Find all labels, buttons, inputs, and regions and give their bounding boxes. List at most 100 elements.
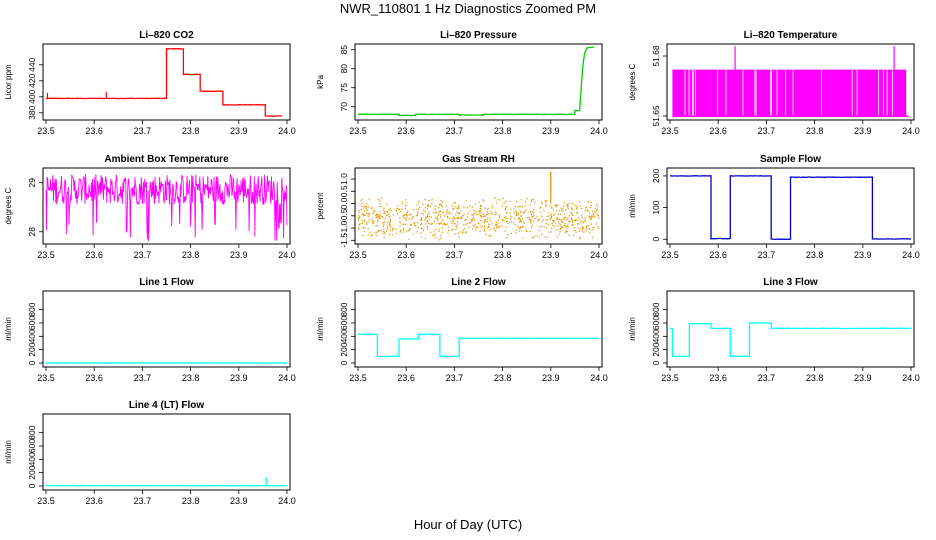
x-tick-label: 23.6 xyxy=(397,250,415,260)
scatter-point xyxy=(509,212,511,214)
scatter-point xyxy=(368,219,371,221)
scatter-point xyxy=(547,224,549,226)
x-tick-label: 23.9 xyxy=(542,126,560,136)
scatter-point xyxy=(365,205,367,208)
scatter-point xyxy=(380,230,382,232)
scatter-point xyxy=(520,199,523,201)
scatter-point xyxy=(360,208,362,211)
scatter-point xyxy=(468,226,470,228)
scatter-point xyxy=(410,218,413,220)
scatter-point xyxy=(435,211,437,213)
scatter-point xyxy=(472,213,475,215)
scatter-point xyxy=(373,220,375,223)
scatter-point xyxy=(461,217,463,219)
scatter-point xyxy=(469,210,471,212)
y-tick-label: 1.0 xyxy=(339,173,349,185)
y-tick-label: 800 xyxy=(339,302,349,316)
scatter-point xyxy=(592,214,595,216)
y-tick-label: 0 xyxy=(27,360,37,365)
scatter-point xyxy=(376,225,379,227)
scatter-point xyxy=(501,225,503,227)
scatter-point xyxy=(505,212,508,215)
scatter-point xyxy=(386,225,389,227)
scatter-point xyxy=(568,203,570,205)
scatter-point xyxy=(399,217,401,219)
scatter-point xyxy=(429,218,431,220)
figure-title: NWR_110801 1 Hz Diagnostics Zoomed PM xyxy=(339,1,597,16)
scatter-point xyxy=(472,214,474,217)
scatter-point xyxy=(395,232,397,235)
scatter-point xyxy=(532,216,534,218)
x-tick-label: 23.6 xyxy=(709,373,727,383)
scatter-point xyxy=(472,228,474,230)
scatter-point xyxy=(465,223,467,225)
scatter-point xyxy=(372,222,375,225)
y-tick-label: 600 xyxy=(651,316,661,330)
scatter-point xyxy=(428,213,430,215)
scatter-point xyxy=(581,230,583,232)
scatter-point xyxy=(540,201,543,203)
scatter-point xyxy=(363,220,366,222)
series xyxy=(357,171,600,241)
series-line xyxy=(45,173,288,242)
scatter-point xyxy=(529,211,532,213)
scatter-point xyxy=(454,233,456,235)
scatter-point xyxy=(375,213,378,215)
scatter-point xyxy=(389,225,392,227)
scatter-point xyxy=(447,232,449,234)
y-axis-label: ml/min xyxy=(4,440,13,464)
scatter-point xyxy=(503,202,506,204)
scatter-point xyxy=(361,219,363,222)
scatter-point xyxy=(524,210,526,212)
scatter-point xyxy=(497,199,499,201)
scatter-point xyxy=(452,229,454,231)
scatter-point xyxy=(571,207,573,209)
scatter-point xyxy=(382,225,385,228)
scatter-point xyxy=(452,220,454,222)
scatter-point xyxy=(386,211,388,213)
scatter-point xyxy=(588,228,590,230)
scatter-point xyxy=(472,216,474,219)
scatter-point xyxy=(495,227,498,229)
scatter-point xyxy=(504,230,506,232)
scatter-point xyxy=(520,211,522,213)
scatter-point xyxy=(381,216,384,219)
scatter-point xyxy=(578,223,580,225)
scatter-point xyxy=(577,223,579,225)
scatter-point xyxy=(447,217,449,219)
scatter-point xyxy=(497,227,499,229)
scatter-point xyxy=(491,204,493,207)
y-tick-label: 100 xyxy=(651,200,661,214)
scatter-point xyxy=(446,208,449,211)
scatter-point xyxy=(393,227,395,230)
scatter-point xyxy=(596,208,598,211)
scatter-point xyxy=(376,231,378,234)
scatter-point xyxy=(482,225,484,227)
scatter-point xyxy=(440,203,442,206)
chart-panel: Li–820 Temperature degrees C 23.5 23.6 23.7 2… xyxy=(628,30,920,136)
series-line xyxy=(357,333,600,358)
scatter-point xyxy=(475,229,477,231)
y-tick-label: 380 xyxy=(27,105,37,119)
scatter-point xyxy=(368,206,370,208)
scatter-point xyxy=(420,232,422,234)
scatter-point xyxy=(421,217,423,219)
scatter-point xyxy=(483,219,485,221)
scatter-point xyxy=(494,229,496,232)
scatter-point xyxy=(432,211,434,214)
scatter-point xyxy=(428,211,430,213)
scatter-point xyxy=(509,200,511,203)
scatter-point xyxy=(574,229,576,232)
scatter-point xyxy=(358,210,360,212)
scatter-point xyxy=(502,197,504,200)
scatter-point xyxy=(501,220,504,222)
scatter-point xyxy=(483,222,486,224)
scatter-point xyxy=(519,205,521,208)
x-tick-label: 23.8 xyxy=(806,250,824,260)
scatter-point xyxy=(566,230,568,233)
scatter-point xyxy=(463,224,465,226)
scatter-point xyxy=(367,234,369,236)
scatter-point xyxy=(376,216,379,219)
scatter-point xyxy=(554,225,556,228)
scatter-point xyxy=(480,209,482,211)
